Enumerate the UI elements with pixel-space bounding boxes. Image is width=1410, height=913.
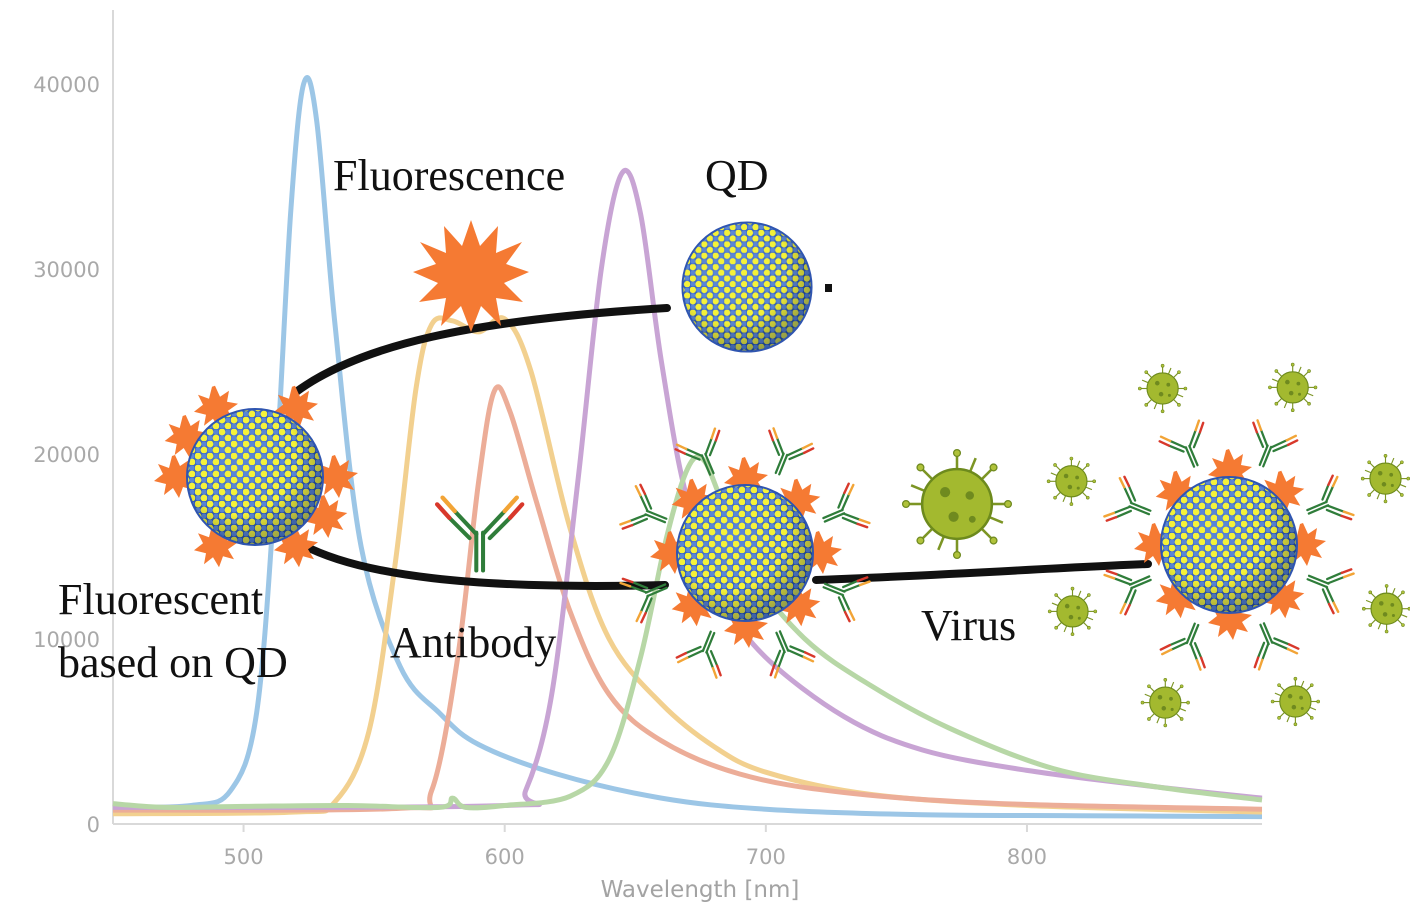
antibody-icon bbox=[618, 563, 677, 625]
antibody-icon bbox=[754, 426, 816, 484]
x-tick-label: 600 bbox=[485, 845, 525, 869]
fluorescence-label: Fluorescence bbox=[333, 151, 565, 200]
antibody-icon bbox=[437, 498, 522, 571]
fluorescence-star-icon bbox=[413, 220, 529, 332]
spectrum-line-2 bbox=[112, 315, 1263, 817]
connector-to-qd bbox=[292, 304, 671, 396]
antibody-icon bbox=[1158, 614, 1220, 672]
series-layer bbox=[112, 75, 1263, 820]
x-axis-title: Wavelength [nm] bbox=[601, 877, 800, 903]
y-tick-label: 30000 bbox=[33, 258, 100, 282]
antibody-icon bbox=[1298, 554, 1356, 616]
antibody-label: Antibody bbox=[390, 618, 556, 667]
antibody-icon bbox=[1157, 418, 1219, 477]
virus-icon bbox=[1047, 586, 1098, 637]
spectrum-line-1 bbox=[112, 75, 1263, 820]
quantum-dot-icon bbox=[681, 221, 813, 353]
connector-to-antibody-qd bbox=[299, 541, 669, 590]
qd-period-mark bbox=[825, 284, 832, 292]
antibody-icon bbox=[1297, 473, 1356, 535]
virus-bound-qd-complex-icon bbox=[1046, 362, 1410, 728]
y-tick-label: 40000 bbox=[33, 73, 100, 97]
antibody-conjugated-qd-icon bbox=[618, 426, 872, 680]
ticks-layer: 0 10000 20000 30000 40000 500 600 700 800 bbox=[33, 73, 1047, 869]
y-tick-label: 20000 bbox=[33, 443, 100, 467]
spectrum-line-4 bbox=[112, 168, 1263, 810]
virus-icon bbox=[1270, 676, 1321, 727]
antibody-icon bbox=[674, 622, 736, 680]
fluorescent-label-line1: Fluorescent bbox=[58, 575, 263, 624]
antibody-icon bbox=[814, 562, 872, 624]
antibody-icon bbox=[1238, 418, 1300, 476]
antibody-icon bbox=[813, 481, 872, 543]
antibody-icon bbox=[1239, 613, 1301, 672]
qd-label: QD bbox=[705, 151, 769, 200]
virus-icon bbox=[1046, 456, 1097, 507]
fluorescent-qd-icon bbox=[154, 385, 358, 568]
y-tick-label: 10000 bbox=[33, 628, 100, 652]
y-tick-label: 0 bbox=[87, 813, 100, 837]
emission-spectra-chart: 0 10000 20000 30000 40000 500 600 700 800 Wavele… bbox=[33, 10, 1263, 903]
x-tick-label: 800 bbox=[1007, 845, 1047, 869]
x-tick-label: 700 bbox=[746, 845, 786, 869]
x-tick-label: 500 bbox=[224, 845, 264, 869]
virus-icon bbox=[1267, 362, 1318, 413]
antibody-icon bbox=[1102, 474, 1160, 536]
antibody-icon bbox=[755, 621, 817, 680]
virus-icon bbox=[1360, 453, 1410, 504]
virus-icon bbox=[1140, 677, 1191, 728]
virus-icon bbox=[901, 448, 1013, 560]
virus-icon bbox=[1361, 583, 1410, 634]
virus-label: Virus bbox=[921, 601, 1016, 650]
spectrum-line-5 bbox=[112, 454, 1263, 811]
spectrum-line-3 bbox=[112, 384, 1263, 813]
fluorescent-label-line2: based on QD bbox=[58, 638, 288, 687]
virus-icon bbox=[1137, 363, 1188, 414]
